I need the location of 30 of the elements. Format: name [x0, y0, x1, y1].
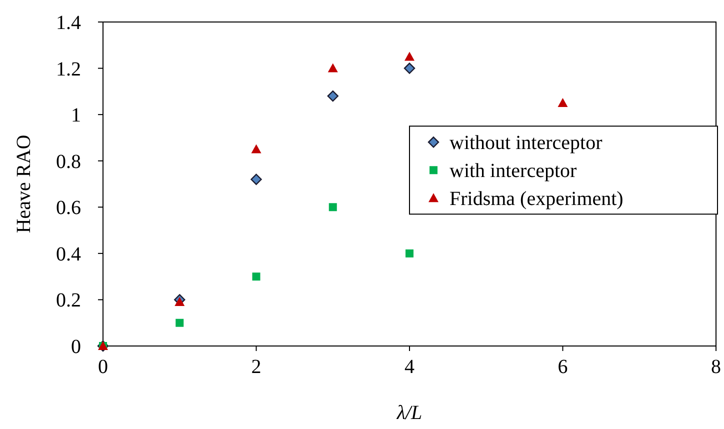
legend-label: Fridsma (experiment) — [450, 188, 624, 210]
y-tick-label: 1 — [71, 104, 81, 127]
x-tick-label: 4 — [404, 356, 414, 378]
x-axis-title: λ/L — [396, 402, 422, 424]
y-tick-label: 0.8 — [56, 150, 81, 173]
point — [252, 272, 260, 281]
legend-label: with interceptor — [450, 160, 578, 182]
point — [176, 318, 184, 327]
y-axis-title: Heave RAO — [13, 134, 35, 234]
y-tick-label: 1.2 — [56, 58, 81, 80]
y-tick-label: 0.4 — [56, 243, 81, 266]
point — [404, 52, 414, 61]
point — [558, 98, 568, 107]
legend-label: without interceptor — [450, 132, 603, 154]
y-tick-label: 0 — [71, 336, 81, 358]
point — [404, 62, 416, 74]
point — [328, 203, 337, 212]
x-tick-label: 2 — [251, 356, 262, 378]
x-tick-label: 6 — [558, 356, 568, 378]
x-tick-label: 0 — [98, 356, 108, 378]
y-tick-label: 1.4 — [56, 12, 81, 34]
point — [327, 90, 338, 102]
x-tick-label: 8 — [711, 356, 721, 378]
y-tick-label: 0.2 — [56, 290, 81, 312]
point — [251, 144, 262, 154]
point — [328, 63, 338, 72]
y-tick-label: 0.6 — [56, 197, 81, 220]
point — [174, 297, 185, 306]
point — [406, 249, 414, 258]
point — [250, 174, 262, 185]
